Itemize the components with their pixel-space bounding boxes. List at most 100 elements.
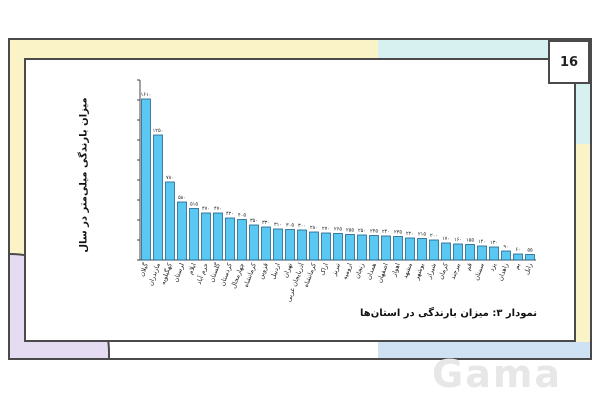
tick-label: سمنان	[472, 262, 486, 282]
bar	[369, 235, 379, 261]
data-label: ۲۴۵	[370, 229, 378, 235]
bar	[201, 212, 211, 261]
data-label: ۲۶۵	[334, 227, 342, 233]
chart-panel	[24, 58, 576, 342]
data-label: ۴۷۰	[214, 206, 222, 212]
bar	[525, 254, 535, 261]
bar	[165, 181, 175, 261]
decor-band-top-yellow	[10, 40, 378, 58]
tick-label: گیلان	[138, 261, 151, 277]
tick-label: ارومیه	[341, 262, 354, 281]
tick-label: تبریز	[330, 262, 342, 278]
bar	[429, 239, 439, 261]
data-label: ۳۵۰	[250, 218, 258, 224]
data-label: ۲۱۵	[418, 232, 426, 238]
tick-label: اراک	[318, 262, 330, 277]
decor-band-top-cyan	[378, 40, 548, 58]
bar	[153, 134, 163, 261]
data-label: ۱۶۱۰	[141, 92, 152, 98]
data-label: ۱۷۰	[442, 236, 450, 242]
bar	[333, 233, 343, 261]
data-label: ۳۰۰	[298, 223, 306, 229]
tick-label: بوشهر	[412, 262, 426, 282]
tick-label: قم	[464, 262, 474, 272]
bar	[213, 212, 223, 261]
data-label: ۳۱۰	[274, 222, 282, 228]
bar	[489, 246, 499, 261]
bar	[417, 238, 427, 261]
bar	[453, 243, 463, 261]
page-number-box: 16	[548, 40, 590, 84]
chart-data-labels: ۱۶۱۰ ۱۲۵۰ ۷۸۰ ۵۸۰ ۵۱۵ ۴۷۰ ۴۷۰ ۴۲۰ ۴۰۵ ۳۵۰ ۳۳۰ ۳۱۰ ۳۰…	[141, 92, 533, 254]
bar	[345, 234, 355, 261]
bar	[357, 234, 367, 261]
bar	[273, 228, 283, 261]
bar	[393, 236, 403, 261]
bar	[321, 232, 331, 261]
bar	[225, 217, 235, 261]
data-label: ۴۷۰	[202, 206, 210, 212]
bar	[405, 237, 415, 261]
bar	[513, 253, 523, 261]
y-axis-label: میزان بارندگی میلی‌متر در سال	[78, 97, 90, 253]
data-label: ۳۳۰	[262, 220, 270, 226]
data-label: ۵۵	[527, 248, 533, 254]
bar	[177, 201, 187, 261]
data-label: ۲۳۵	[394, 230, 402, 236]
slide-frame	[8, 38, 592, 360]
decor-band-right-cyan	[576, 84, 590, 144]
data-label: ۱۴۰	[478, 239, 486, 245]
data-label: ۵۱۵	[190, 202, 198, 208]
watermark-logo: Gama	[432, 352, 563, 396]
data-label: ۲۵۰	[358, 228, 366, 234]
data-label: ۳۰۵	[286, 223, 294, 229]
bar	[297, 229, 307, 261]
tick-label: اهواز	[389, 262, 402, 279]
decor-band-right-yellow	[576, 144, 590, 344]
bar	[249, 224, 259, 261]
bar	[381, 235, 391, 261]
bar	[465, 244, 475, 261]
tick-label: اردبیل	[269, 262, 282, 280]
data-label: ۷۸۰	[166, 175, 174, 181]
data-label: ۱۲۵۰	[153, 128, 164, 134]
data-label: ۹۰	[503, 244, 508, 250]
data-label: ۶۰	[515, 247, 520, 253]
bar	[237, 219, 247, 261]
data-label: ۱۳۰	[490, 240, 498, 246]
tick-label: یزد	[488, 262, 498, 273]
bar	[441, 242, 451, 261]
data-label: ۲۵۵	[346, 228, 354, 234]
bar	[141, 98, 151, 261]
data-label: ۲۰۰	[430, 233, 438, 239]
data-label: ۱۶۰	[454, 237, 462, 243]
tick-label: تهران	[281, 262, 294, 279]
data-label: ۱۵۵	[466, 238, 474, 244]
tick-label: بیرجند	[449, 262, 462, 281]
tick-label: لرستان	[172, 262, 186, 283]
bar	[189, 208, 199, 261]
bar	[285, 229, 295, 261]
page-number: 16	[559, 54, 579, 70]
decor-band-left-yellow	[10, 40, 24, 310]
bar	[309, 231, 319, 261]
tick-label: ایلام	[186, 262, 198, 276]
tick-label: زابل	[522, 262, 534, 276]
tick-label: بم	[512, 262, 522, 271]
decor-band-bottom-blue	[378, 342, 590, 358]
bar	[477, 245, 487, 261]
data-label: ۲۷۰	[322, 226, 330, 232]
bar	[501, 250, 511, 261]
tick-label: زاهدان	[496, 262, 510, 282]
data-label: ۲۸۰	[310, 225, 318, 231]
data-label: ۲۲۰	[406, 231, 414, 237]
data-label: ۲۴۰	[382, 229, 390, 235]
bar	[261, 226, 271, 261]
chart-caption: نمودار ۳: میزان بارندگی در استان‌ها	[360, 308, 537, 319]
data-label: ۵۸۰	[178, 195, 186, 201]
data-label: ۴۰۵	[238, 213, 246, 219]
data-label: ۴۲۰	[226, 211, 234, 217]
chart-bars	[141, 98, 535, 261]
